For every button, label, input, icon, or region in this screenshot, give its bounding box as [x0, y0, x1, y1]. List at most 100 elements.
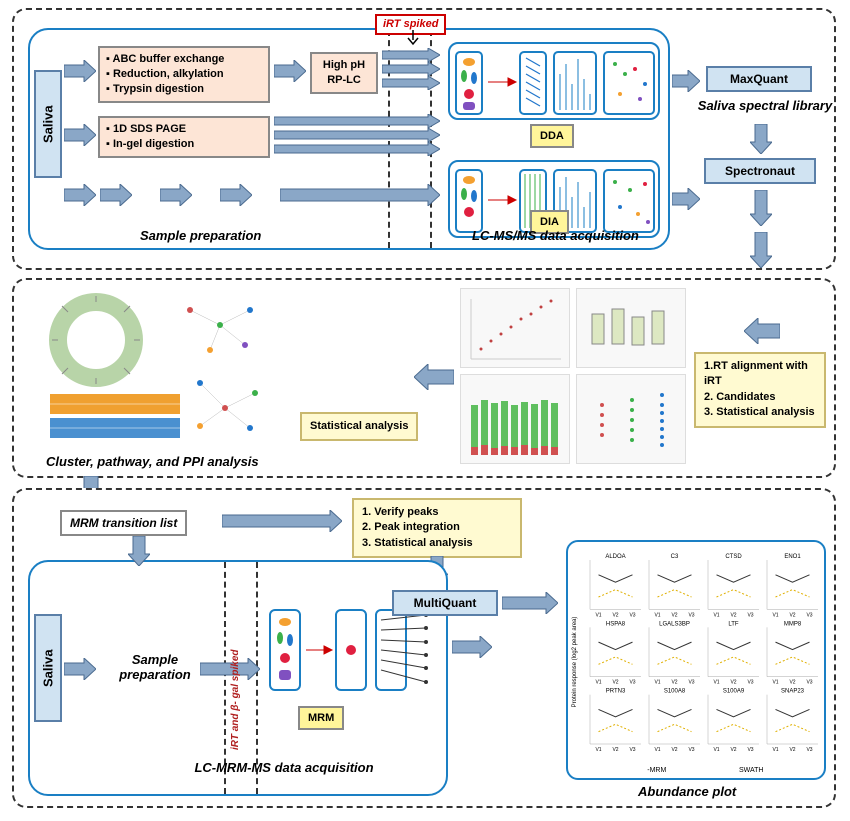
svg-text:V1: V1 [595, 680, 601, 686]
svg-text:V3: V3 [629, 680, 635, 686]
arrow-to-maxquant [672, 70, 700, 92]
arrow-left-2 [414, 364, 454, 390]
mini-boxplots [576, 288, 686, 368]
svg-text:CTSD: CTSD [725, 554, 742, 560]
sample-prep-caption: Sample preparation [140, 228, 261, 243]
svg-text:ALDOA: ALDOA [605, 554, 625, 560]
saliva-label-2: Saliva [34, 614, 62, 722]
svg-text:MMP8: MMP8 [784, 621, 802, 627]
arrow-c2 [160, 184, 192, 206]
svg-text:V3: V3 [806, 612, 812, 618]
mini-circle [36, 290, 156, 390]
arrow-to-spectronaut [672, 188, 700, 210]
dda-illustration [448, 42, 660, 120]
mini-bar [460, 374, 570, 464]
svg-text:V1: V1 [713, 612, 719, 618]
svg-text:V1: V1 [713, 747, 719, 753]
cluster-caption: Cluster, pathway, and PPI analysis [46, 454, 259, 469]
svg-text:V2: V2 [612, 747, 618, 753]
svg-text:V3: V3 [629, 747, 635, 753]
workflow-diagram: iRT spiked Saliva ▪ ABC buffer exchange … [0, 0, 850, 821]
svg-text:V1: V1 [713, 680, 719, 686]
arrow-to-multiquant [452, 636, 492, 658]
svg-text:S100A8: S100A8 [664, 689, 686, 695]
svg-text:V3: V3 [747, 680, 753, 686]
arrow-c1 [100, 184, 132, 206]
arrow-stack-1 [382, 48, 440, 90]
svg-text:Protein response (log2 peak ar: Protein response (log2 peak area) [572, 617, 578, 708]
svg-text:SNAP23: SNAP23 [781, 689, 805, 695]
svg-text:V1: V1 [772, 612, 778, 618]
svg-text:V2: V2 [789, 747, 795, 753]
maxquant-box: MaxQuant [706, 66, 812, 92]
svg-text:V2: V2 [789, 680, 795, 686]
svg-text:V2: V2 [671, 747, 677, 753]
svg-text:V2: V2 [730, 747, 736, 753]
svg-text:V3: V3 [688, 612, 694, 618]
svg-text:V3: V3 [688, 747, 694, 753]
svg-text:V1: V1 [654, 612, 660, 618]
svg-text:V3: V3 [747, 747, 753, 753]
mrm-label: MRM [298, 706, 344, 730]
mini-network-a [170, 290, 280, 364]
abundance-caption: Abundance plot [638, 784, 736, 799]
svg-text:-MRM: -MRM [647, 767, 666, 774]
svg-text:V2: V2 [730, 680, 736, 686]
arrow-down-2 [750, 190, 772, 226]
mini-network-b [170, 368, 280, 442]
svg-text:PRTN3: PRTN3 [606, 689, 626, 695]
irt-text: iRT spiked [383, 18, 438, 30]
arrow-pa [274, 60, 306, 82]
svg-text:V3: V3 [747, 612, 753, 618]
svg-text:V1: V1 [654, 747, 660, 753]
mrm-list: MRM transition list [60, 510, 187, 536]
mini-rt-scatter [460, 288, 570, 368]
svg-text:S100A9: S100A9 [723, 689, 745, 695]
spectronaut-box: Spectronaut [704, 158, 816, 184]
svg-text:V2: V2 [671, 680, 677, 686]
svg-text:V3: V3 [806, 747, 812, 753]
svg-text:V1: V1 [654, 680, 660, 686]
arrow-left-1 [744, 318, 780, 344]
arrow-down-mrm [128, 536, 150, 566]
svg-text:V2: V2 [730, 612, 736, 618]
lcms-caption: LC-MS/MS data acquisition [472, 228, 639, 243]
svg-text:LGALS3BP: LGALS3BP [659, 621, 690, 627]
lc-mrm-caption: LC-MRM-MS data acquisition [154, 760, 414, 775]
high-ph: High pH RP-LC [310, 52, 378, 94]
arrow-c3 [220, 184, 252, 206]
svg-text:V2: V2 [789, 612, 795, 618]
prep-a: ▪ ABC buffer exchange ▪ Reduction, alkyl… [98, 46, 270, 103]
svg-text:V3: V3 [806, 680, 812, 686]
svg-text:V2: V2 [671, 612, 677, 618]
arrow-s2 [64, 124, 96, 146]
svg-text:V1: V1 [772, 747, 778, 753]
svg-text:V1: V1 [595, 747, 601, 753]
mini-dot [576, 374, 686, 464]
mini-heat [50, 394, 180, 448]
arrow-down-1 [750, 124, 772, 154]
dda-label: DDA [530, 124, 574, 148]
svg-text:V1: V1 [595, 612, 601, 618]
arrow-stack-2 [274, 114, 440, 156]
abundance-grid: Protein response (log2 peak area) ALDOA V1… [566, 540, 826, 780]
arrow-c4 [280, 184, 440, 206]
rt-steps: 1.RT alignment with iRT 2. Candidates 3.… [694, 352, 826, 428]
arrow-s4 [64, 658, 96, 680]
svg-text:V2: V2 [612, 680, 618, 686]
spike-text: iRT and β- gal spiked [230, 600, 241, 750]
svg-text:LTF: LTF [728, 621, 739, 627]
saliva-label-1: Saliva [34, 70, 62, 178]
svg-text:HSPA8: HSPA8 [606, 621, 626, 627]
arrow-s1 [64, 60, 96, 82]
svg-text:V3: V3 [629, 612, 635, 618]
stat-analysis: Statistical analysis [300, 412, 418, 441]
svg-text:SWATH: SWATH [739, 767, 764, 774]
arrow-s3 [64, 184, 96, 206]
svg-text:V2: V2 [612, 612, 618, 618]
svg-text:ENO1: ENO1 [784, 554, 801, 560]
sample-prep-2: Sample preparation [100, 652, 210, 682]
arrow-mrm-right [222, 510, 342, 532]
library-caption: Saliva spectral library [690, 98, 840, 113]
verify-steps: 1. Verify peaks 2. Peak integration 3. S… [352, 498, 522, 558]
